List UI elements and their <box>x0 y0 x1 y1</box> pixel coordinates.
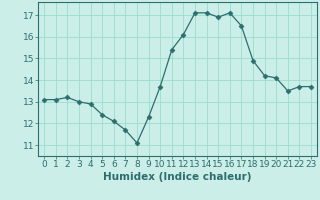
X-axis label: Humidex (Indice chaleur): Humidex (Indice chaleur) <box>103 172 252 182</box>
